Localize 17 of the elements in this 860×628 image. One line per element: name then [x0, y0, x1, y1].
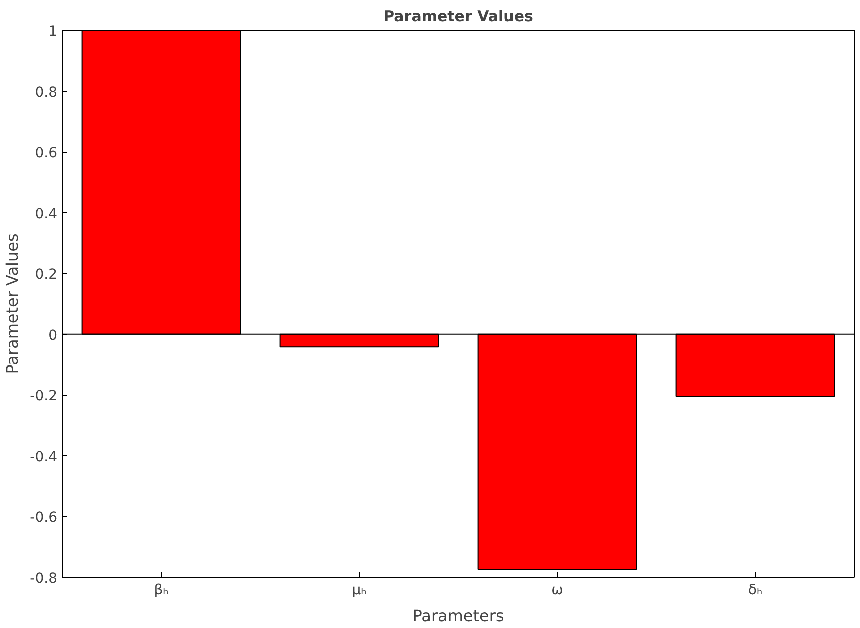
- x-tick-label: βₕ: [154, 582, 169, 598]
- x-axis-title: Parameters: [412, 606, 504, 626]
- y-tick-label: 1: [48, 24, 58, 40]
- y-axis-title: Parameter Values: [3, 234, 22, 374]
- y-tick-label: 0.8: [35, 84, 58, 101]
- x-tick-label: ω: [552, 582, 564, 598]
- y-tick-label: -0.6: [30, 510, 58, 526]
- y-tick-label: -0.2: [30, 388, 58, 405]
- y-tick-label: 0: [48, 328, 58, 344]
- x-tick-label: μₕ: [352, 582, 367, 598]
- y-tick-label: -0.8: [30, 571, 58, 587]
- y-tick-label: 0.6: [35, 146, 58, 162]
- y-tick-label: -0.4: [30, 449, 58, 466]
- y-tick-label: 0.2: [35, 267, 58, 284]
- y-tick-label: 0.4: [35, 206, 58, 222]
- x-tick-label: δₕ: [748, 582, 763, 598]
- chart-title: Parameter Values: [384, 8, 534, 26]
